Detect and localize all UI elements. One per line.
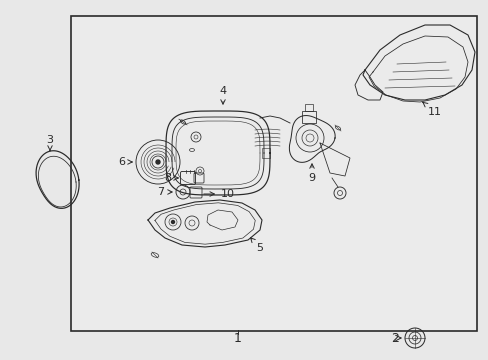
Circle shape bbox=[156, 160, 160, 164]
Text: 3: 3 bbox=[46, 135, 53, 150]
Text: 11: 11 bbox=[422, 102, 441, 117]
Text: 2: 2 bbox=[390, 332, 398, 345]
Circle shape bbox=[171, 220, 174, 224]
Text: 9: 9 bbox=[308, 164, 315, 183]
Text: 8: 8 bbox=[164, 173, 178, 183]
Text: 6: 6 bbox=[118, 157, 132, 167]
Bar bbox=[262, 148, 269, 158]
Bar bbox=[305, 104, 312, 111]
Bar bbox=[302, 111, 315, 123]
Text: 1: 1 bbox=[234, 332, 242, 345]
Text: 10: 10 bbox=[203, 189, 235, 199]
Text: 5: 5 bbox=[250, 238, 263, 253]
Bar bbox=[71, 16, 476, 331]
Text: 7: 7 bbox=[157, 187, 172, 197]
Text: 4: 4 bbox=[219, 86, 226, 104]
